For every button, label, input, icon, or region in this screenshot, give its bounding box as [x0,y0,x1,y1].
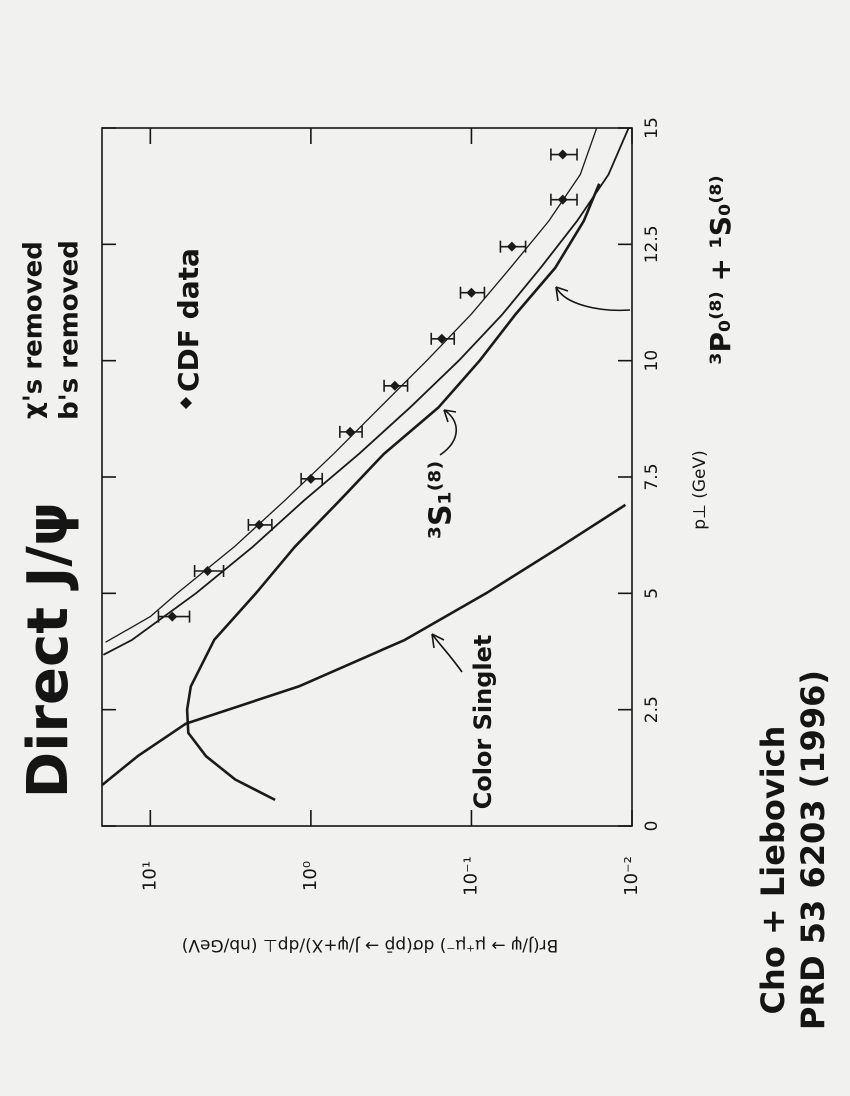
curve [102,127,630,656]
annotation: ³S₁⁽⁸⁾ [424,461,459,539]
x-tick-label: 7.5 [642,463,662,490]
x-axis-label: p⊥ (GeV) [690,450,710,530]
y-tick-label: 10⁰ [300,861,321,891]
data-point [202,565,213,576]
arrow-head [443,409,457,423]
y-tick-label: 10¹ [139,861,160,891]
x-tick-label: 12.5 [642,225,662,263]
data-point [557,149,568,160]
legend-marker [180,397,192,409]
annotation: Color Singlet [469,635,497,810]
arrow [555,286,631,312]
y-tick-label: 10⁻² [621,856,642,896]
subtitle: b's removed [55,240,85,420]
data-point [389,380,400,391]
y-tick-label: 10⁻¹ [460,856,481,896]
data-point [167,611,178,622]
data-point [436,333,447,344]
citation: PRD 53 6203 (1996) [794,670,832,1030]
arrow [439,409,457,456]
x-tick-label: 10 [642,350,662,372]
citation: Cho + Liebovich [754,726,792,1015]
curve [101,503,627,787]
curve [185,183,601,802]
x-tick-label: 15 [642,117,662,139]
subtitle: χ's removed [19,241,49,419]
annotation: ³P₀⁽⁸⁾ + ¹S₀⁽⁸⁾ [704,175,737,365]
y-axis-label: Br(J/ψ → μ⁺μ⁻) dσ(pp̄ → J/ψ+X)/dp⊥ (nb/G… [182,935,559,955]
arrow-head [431,633,445,649]
data-point [506,241,517,252]
arrow [431,633,463,673]
data-point [466,287,477,298]
legend-label: CDF data [172,248,205,392]
x-tick-label: 2.5 [642,696,662,723]
x-tick-label: 5 [642,588,662,599]
curve [105,127,598,643]
chart-title: Direct J/ψ [16,502,81,799]
data-point [305,473,316,484]
x-tick-label: 0 [642,821,662,832]
arrow-head [555,286,569,302]
